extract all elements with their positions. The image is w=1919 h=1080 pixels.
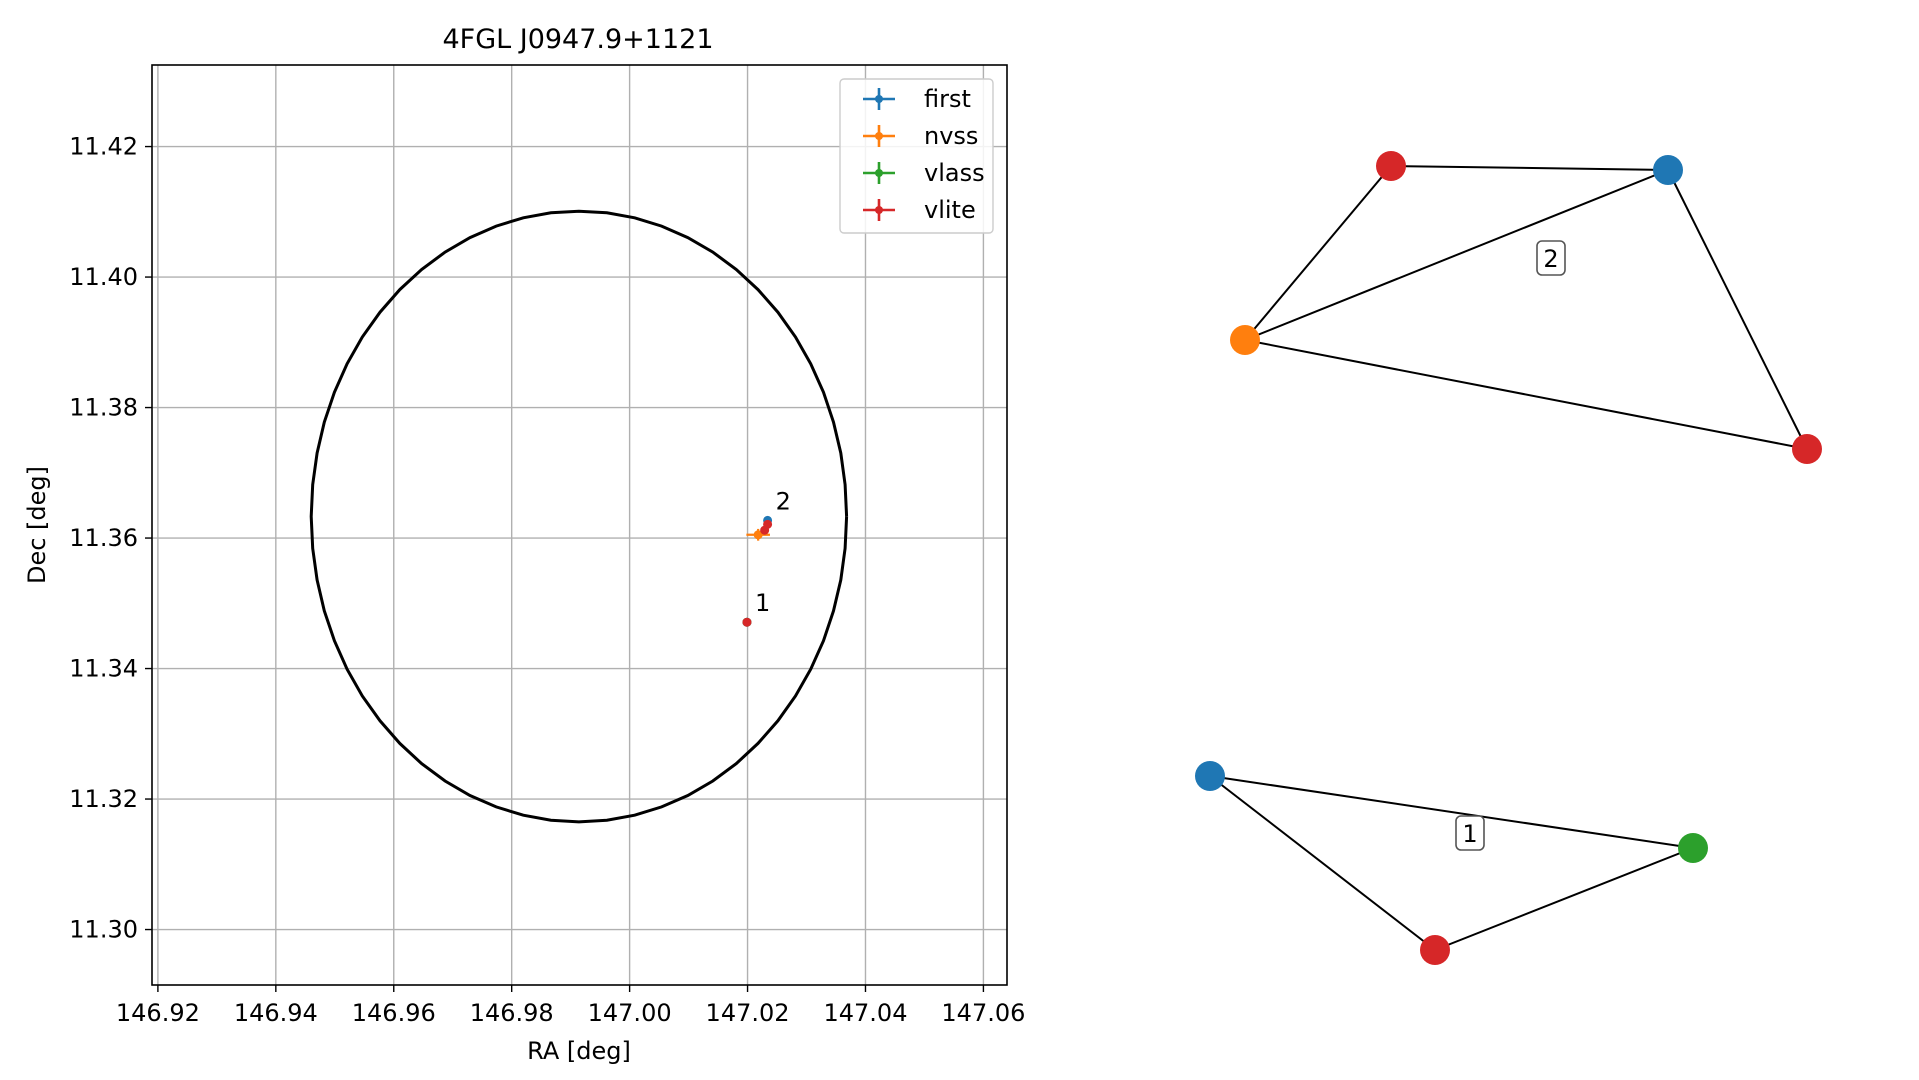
y-axis-label: Dec [deg] — [23, 466, 51, 584]
graph-node — [1195, 761, 1225, 791]
plot-frame — [151, 64, 1008, 986]
legend-label: vlass — [924, 159, 985, 187]
legend-box — [839, 78, 994, 234]
legend-entries: first nvss vlass vlite — [863, 85, 985, 224]
x-tick-label: 146.92 — [116, 999, 200, 1027]
group-label-text: 1 — [1462, 820, 1477, 848]
data-point-vlite — [742, 617, 752, 627]
x-axis-ticks: 146.92 146.94 146.96 146.98 147.00 147.02 147.… — [116, 985, 1025, 1027]
error-ellipse-path — [309, 209, 849, 824]
y-tick-label: 11.36 — [69, 524, 138, 552]
series-nvss — [746, 528, 770, 541]
y-tick-label: 11.40 — [69, 263, 138, 291]
series-vlite — [742, 519, 773, 627]
legend-entry-first: first — [863, 85, 971, 113]
legend-marker-dot — [875, 132, 883, 140]
graph-edge — [1244, 339, 1808, 450]
legend-entry-nvss: nvss — [863, 122, 978, 150]
legend-entry-vlass: vlass — [863, 159, 985, 187]
legend-marker-dot — [875, 95, 883, 103]
x-axis-label: RA [deg] — [527, 1037, 631, 1065]
point-label: 1 — [755, 589, 770, 617]
graph-nodes — [1195, 151, 1822, 965]
graph-edge — [1209, 775, 1436, 951]
graph-edge — [1434, 847, 1694, 951]
x-tick-label: 147.02 — [706, 999, 790, 1027]
group-label-box — [1455, 815, 1485, 851]
y-tick-label: 11.34 — [69, 655, 138, 683]
data-points — [742, 515, 773, 627]
y-axis-ticks: 11.30 11.32 11.34 11.36 11.38 11.40 11.42 — [69, 133, 152, 944]
group-label-text: 2 — [1543, 245, 1558, 273]
graph-edge — [1244, 169, 1669, 341]
legend-label: first — [924, 85, 971, 113]
y-tick-label: 11.32 — [69, 785, 138, 813]
legend: first nvss vlass vlite — [839, 78, 994, 234]
group-label-2: 2 — [1536, 240, 1566, 276]
x-tick-label: 146.96 — [352, 999, 436, 1027]
x-tick-label: 146.94 — [234, 999, 318, 1027]
group-labels: 21 — [1455, 240, 1566, 851]
error-ellipse — [309, 209, 849, 824]
network-graph: 21 — [1195, 151, 1822, 965]
legend-label: nvss — [924, 122, 978, 150]
y-tick-label: 11.38 — [69, 394, 138, 422]
point-annotations: 12 — [755, 487, 791, 617]
graph-edge — [1244, 165, 1392, 341]
x-tick-label: 147.00 — [588, 999, 672, 1027]
group-label-box — [1536, 240, 1566, 276]
point-label: 2 — [776, 487, 791, 515]
graph-node — [1792, 434, 1822, 464]
graph-edges — [1209, 165, 1808, 951]
data-point-vlite — [763, 519, 773, 529]
scatter-chart: 4FGL J0947.9+1121 12 146.92 146.94 146.96 1… — [23, 24, 1025, 1065]
data-point-nvss — [753, 530, 763, 540]
graph-node — [1420, 935, 1450, 965]
y-tick-label: 11.30 — [69, 916, 138, 944]
graph-edge — [1209, 775, 1694, 849]
y-tick-label: 11.42 — [69, 133, 138, 161]
chart-title: 4FGL J0947.9+1121 — [442, 24, 713, 55]
graph-node — [1376, 151, 1406, 181]
graph-edge — [1390, 165, 1669, 171]
x-tick-label: 147.06 — [941, 999, 1025, 1027]
graph-node — [1653, 155, 1683, 185]
x-tick-label: 146.98 — [470, 999, 554, 1027]
group-label-1: 1 — [1455, 815, 1485, 851]
legend-label: vlite — [924, 196, 976, 224]
legend-entry-vlite: vlite — [863, 196, 976, 224]
graph-edge — [1667, 169, 1808, 450]
legend-marker-dot — [875, 169, 883, 177]
x-tick-label: 147.04 — [823, 999, 907, 1027]
graph-node — [1678, 833, 1708, 863]
legend-marker-dot — [875, 206, 883, 214]
graph-node — [1230, 325, 1260, 355]
